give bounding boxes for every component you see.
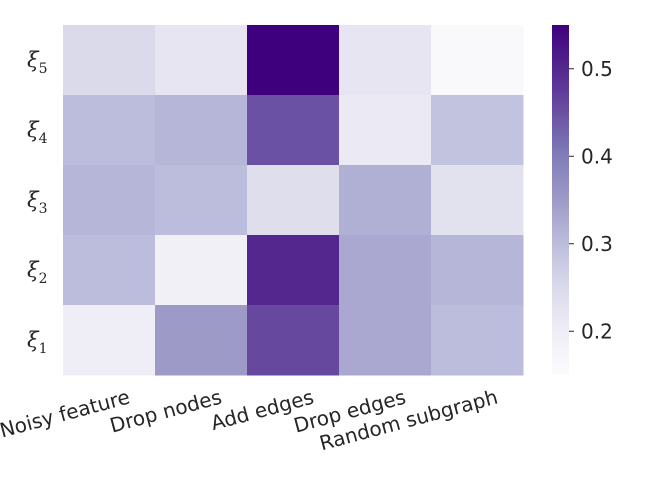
y-tick-label: ξ5: [27, 48, 48, 77]
heatmap-cell: [155, 235, 248, 306]
colorbar-tick-label: 0.3: [581, 232, 613, 256]
colorbar-tick-label: 0.5: [581, 57, 613, 81]
y-tick-label: ξ3: [27, 188, 48, 217]
heatmap-cell: [63, 95, 156, 166]
heatmap-cell: [63, 25, 156, 96]
heatmap-cell: [431, 25, 524, 96]
heatmap-cell: [247, 235, 340, 306]
heatmap-cells: [63, 25, 524, 376]
y-tick-label: ξ2: [27, 258, 48, 287]
heatmap-cell: [63, 235, 156, 306]
colorbar: [552, 25, 569, 375]
y-tick-label: ξ4: [27, 118, 48, 147]
heatmap-cell: [431, 165, 524, 236]
heatmap-cell: [155, 25, 248, 96]
heatmap-cell: [155, 95, 248, 166]
heatmap-cell: [63, 305, 156, 376]
heatmap-cell: [247, 25, 340, 96]
colorbar-tick-labels: 0.2 0.3 0.4 0.5: [569, 57, 613, 343]
heatmap-cell: [339, 305, 432, 376]
y-tick-label: ξ1: [27, 328, 48, 357]
colorbar-tick-label: 0.2: [581, 319, 613, 343]
colorbar-gradient: [552, 25, 569, 375]
heatmap-cell: [431, 235, 524, 306]
heatmap-cell: [247, 305, 340, 376]
heatmap-cell: [339, 95, 432, 166]
heatmap-cell: [63, 165, 156, 236]
heatmap-cell: [339, 235, 432, 306]
heatmap-cell: [339, 25, 432, 96]
heatmap-cell: [155, 165, 248, 236]
heatmap-cell: [155, 305, 248, 376]
heatmap-cell: [431, 95, 524, 166]
heatmap-cell: [431, 305, 524, 376]
heatmap-cell: [247, 165, 340, 236]
colorbar-tick-label: 0.4: [581, 144, 613, 168]
heatmap-cell: [339, 165, 432, 236]
y-tick-labels: ξ5 ξ4 ξ3 ξ2 ξ1: [27, 48, 48, 357]
heatmap-cell: [247, 95, 340, 166]
